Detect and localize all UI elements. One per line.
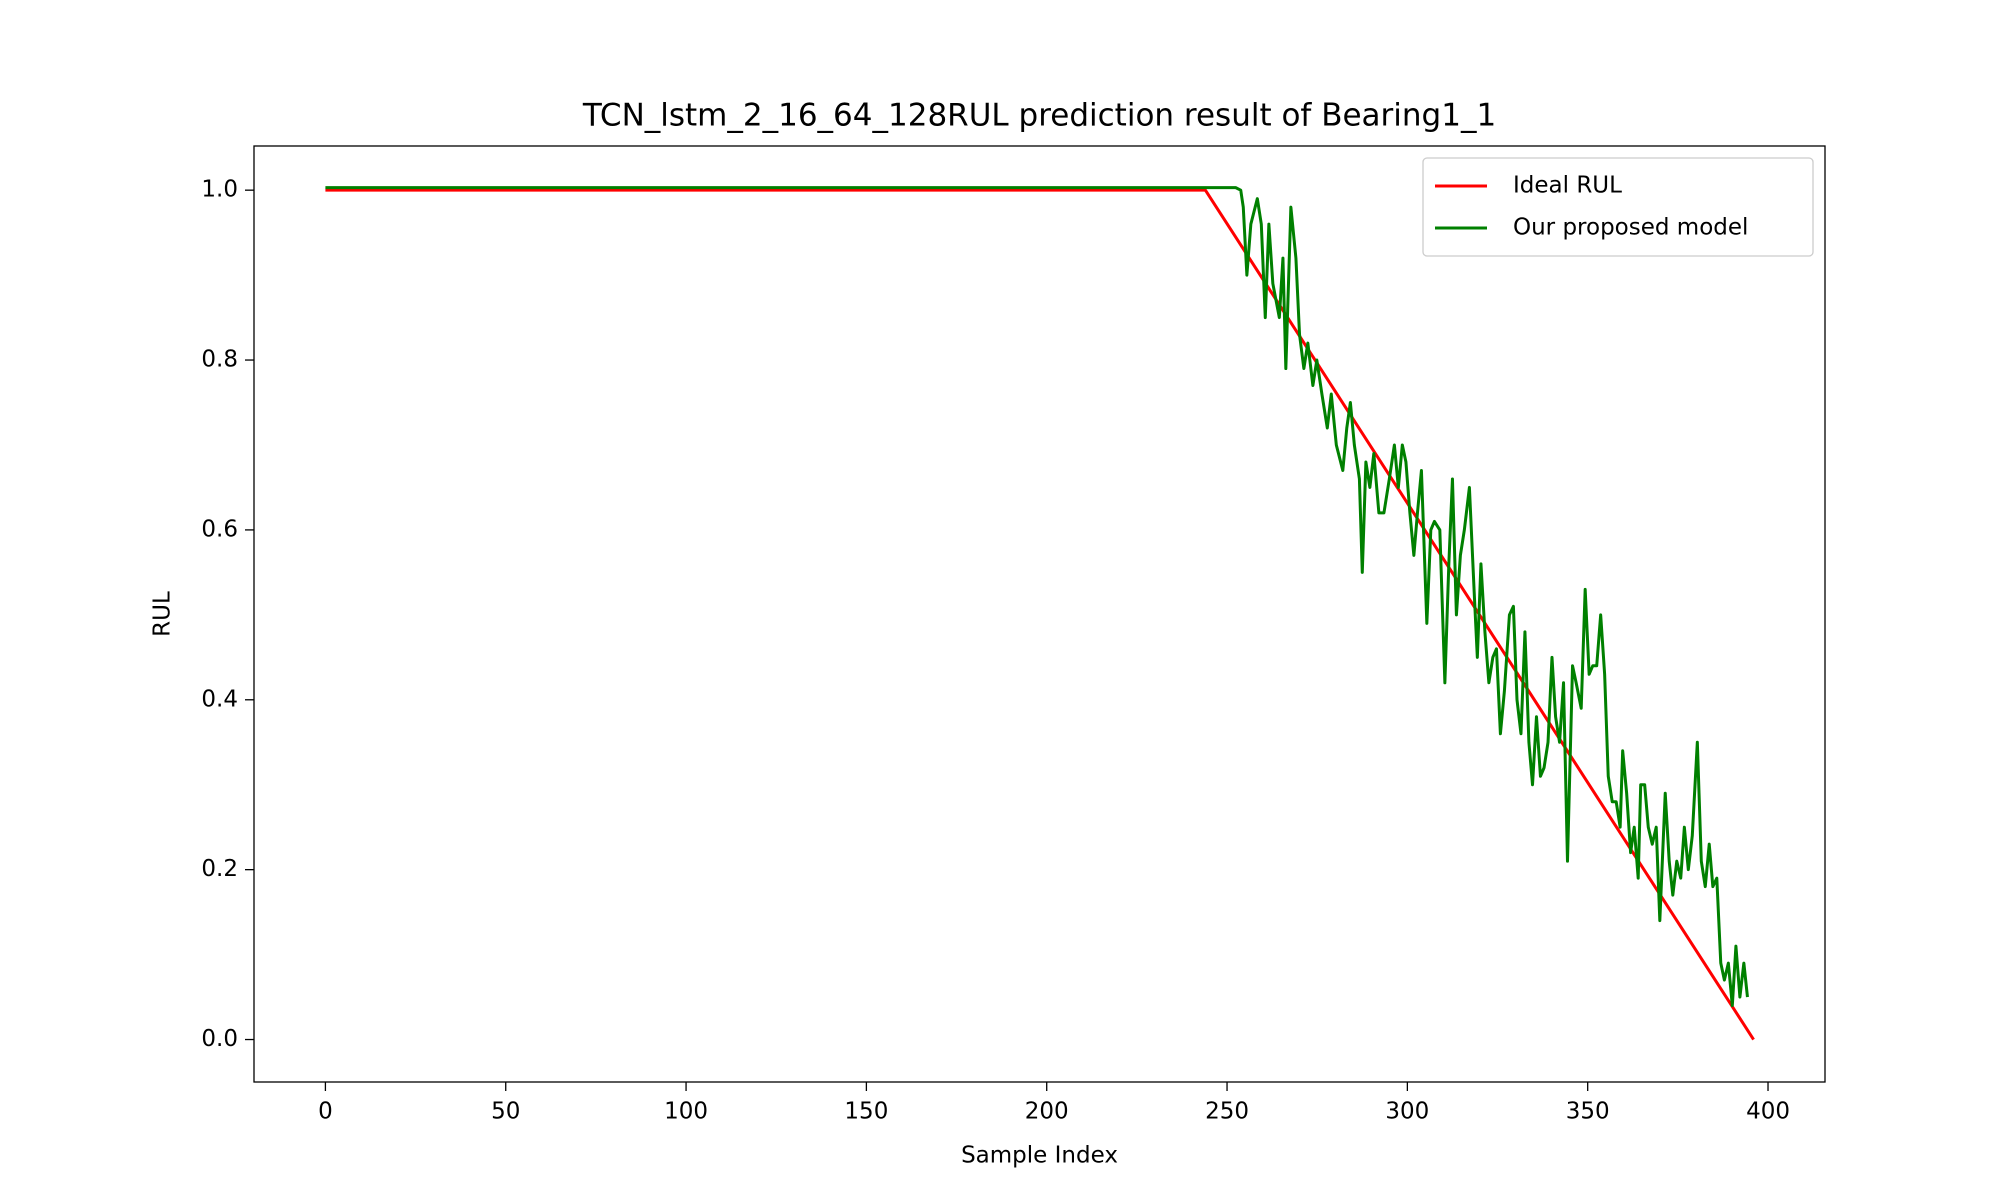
y-tick-label: 0.6 [201,516,238,542]
x-tick-label: 50 [491,1099,520,1125]
x-tick-label: 250 [1205,1099,1249,1125]
y-tick-label: 1.0 [201,177,238,203]
x-axis-label: Sample Index [961,1143,1118,1169]
y-axis-label: RUL [150,591,176,637]
legend-label: Ideal RUL [1513,173,1622,199]
y-tick-label: 0.8 [201,347,238,373]
x-tick-label: 0 [318,1099,333,1125]
legend-label: Our proposed model [1513,215,1748,241]
data-line [325,186,1749,1008]
chart-title: TCN_lstm_2_16_64_128RUL prediction resul… [582,98,1496,134]
legend-box [1422,157,1814,257]
x-tick-label: 150 [844,1099,888,1125]
plot-lines [325,186,1755,1041]
y-tick-label: 0.0 [201,1026,238,1052]
y-tick-label: 0.4 [201,686,238,712]
x-tick-label: 200 [1025,1099,1069,1125]
x-tick-label: 350 [1566,1099,1610,1125]
plot-frame [253,145,1826,1083]
y-tick-label: 0.2 [201,856,238,882]
legend: Ideal RUL Our proposed model [1422,157,1814,257]
x-tick-label: 400 [1746,1099,1790,1125]
x-tick-label: 100 [664,1099,708,1125]
x-tick-label: 300 [1385,1099,1429,1125]
